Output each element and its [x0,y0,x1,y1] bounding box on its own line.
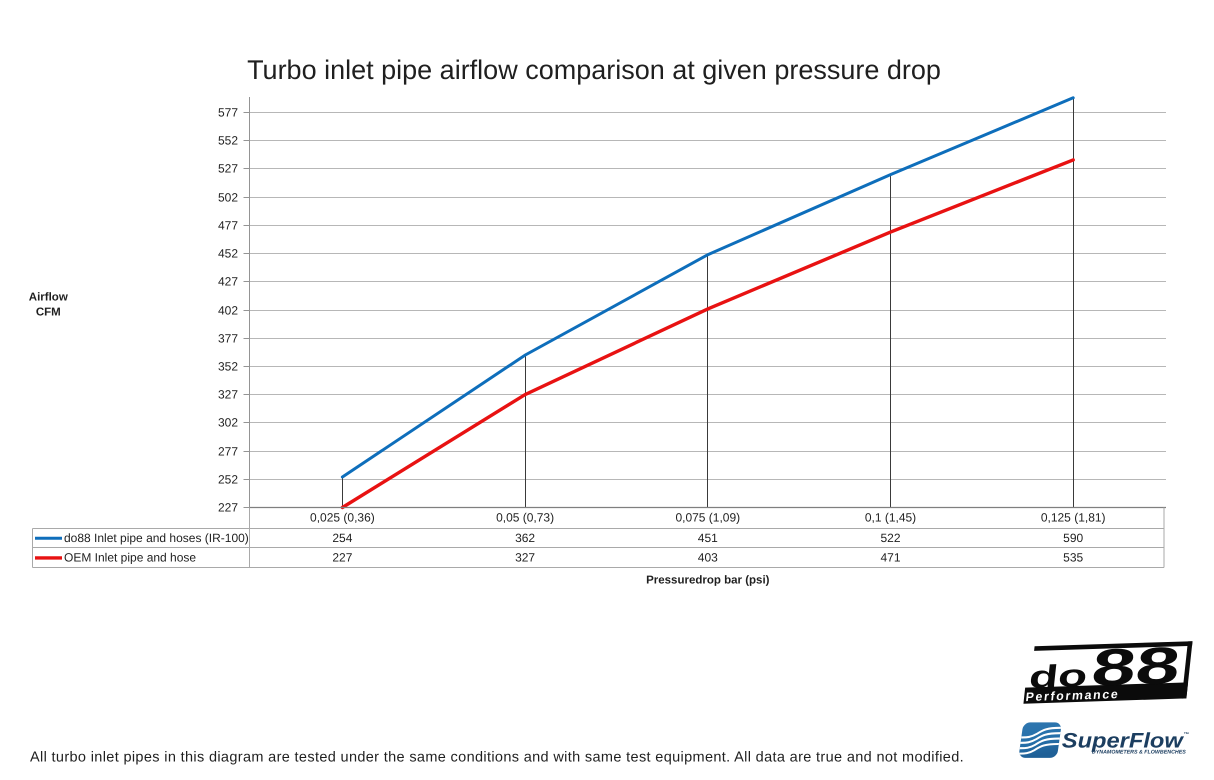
svg-text:403: 403 [698,551,718,565]
svg-text:do88 Inlet pipe and hoses (IR-: do88 Inlet pipe and hoses (IR-100) [64,531,249,545]
svg-text:do: do [1027,657,1089,695]
svg-text:590: 590 [1063,531,1083,545]
svg-text:SuperFlow: SuperFlow [1062,729,1185,752]
svg-text:327: 327 [515,551,535,565]
svg-text:451: 451 [698,531,718,545]
svg-text:362: 362 [515,531,535,545]
svg-text:227: 227 [332,551,352,565]
svg-text:Airflow: Airflow [29,292,68,304]
svg-text:352: 352 [218,360,238,374]
svg-text:377: 377 [218,332,238,346]
svg-text:DYNAMOMETERS & FLOWBENCHES: DYNAMOMETERS & FLOWBENCHES [1092,750,1186,756]
svg-text:0,1 (1,45): 0,1 (1,45) [865,511,916,525]
svg-text:535: 535 [1063,551,1083,565]
svg-text:327: 327 [218,388,238,402]
svg-text:477: 477 [218,219,238,233]
svg-text:254: 254 [332,531,352,545]
svg-text:88: 88 [1089,637,1183,698]
svg-text:277: 277 [218,445,238,459]
svg-text:552: 552 [218,134,238,148]
svg-text:302: 302 [218,416,238,430]
svg-text:Turbo inlet pipe airflow compa: Turbo inlet pipe airflow comparison at g… [247,55,941,85]
svg-text:402: 402 [218,304,238,318]
svg-text:0,025 (0,36): 0,025 (0,36) [310,511,375,525]
svg-text:0,075 (1,09): 0,075 (1,09) [675,511,740,525]
svg-text:227: 227 [218,501,238,515]
svg-text:Performance: Performance [1025,687,1120,704]
svg-text:502: 502 [218,191,238,205]
svg-text:522: 522 [880,531,900,545]
svg-text:0,05 (0,73): 0,05 (0,73) [496,511,554,525]
svg-text:471: 471 [880,551,900,565]
svg-text:252: 252 [218,473,238,487]
svg-text:527: 527 [218,162,238,176]
svg-text:577: 577 [218,106,238,120]
svg-text:CFM: CFM [36,307,61,319]
svg-text:All turbo inlet pipes in this: All turbo inlet pipes in this diagram ar… [30,750,964,766]
svg-text:452: 452 [218,247,238,261]
svg-text:OEM Inlet pipe and hose: OEM Inlet pipe and hose [64,551,196,565]
svg-text:Pressuredrop bar (psi): Pressuredrop bar (psi) [646,575,770,587]
svg-text:0,125 (1,81): 0,125 (1,81) [1041,511,1106,525]
svg-text:™: ™ [1184,732,1190,738]
svg-text:427: 427 [218,275,238,289]
